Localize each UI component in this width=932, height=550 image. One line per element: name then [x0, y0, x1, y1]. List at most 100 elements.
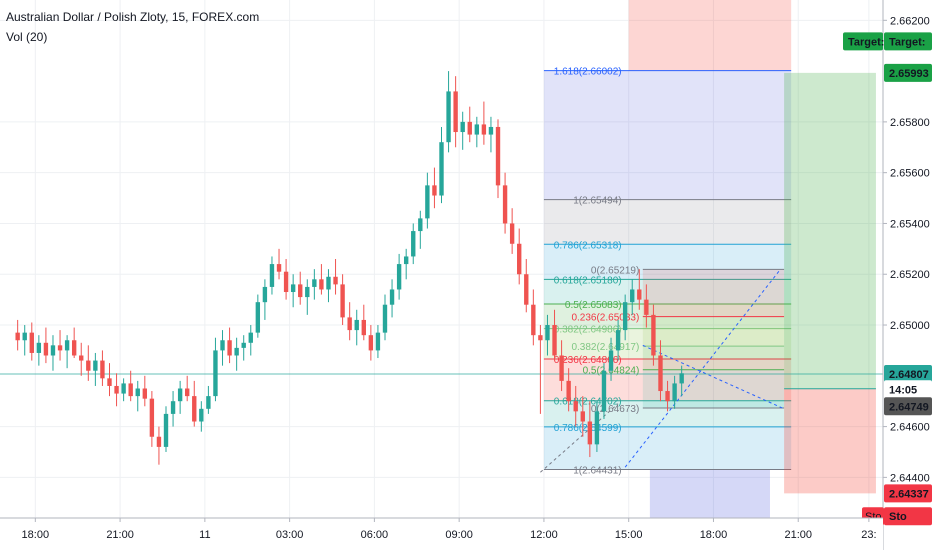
candle[interactable] [672, 375, 677, 409]
candle[interactable] [679, 365, 684, 397]
candle[interactable] [573, 385, 578, 427]
candle[interactable] [71, 327, 77, 359]
candle[interactable] [43, 327, 49, 364]
candle[interactable] [298, 271, 303, 305]
candle[interactable] [488, 116, 494, 153]
candle[interactable] [199, 401, 204, 432]
candle[interactable] [135, 380, 140, 412]
candle[interactable] [234, 337, 239, 371]
candle[interactable] [149, 391, 155, 447]
candle[interactable] [220, 330, 225, 366]
candle[interactable] [474, 116, 480, 148]
candle[interactable] [86, 345, 91, 381]
candle[interactable] [559, 340, 564, 392]
candle[interactable] [538, 325, 543, 414]
candle[interactable] [100, 350, 105, 386]
candle[interactable] [163, 406, 169, 452]
candle[interactable] [248, 325, 253, 356]
candle[interactable] [121, 378, 126, 402]
candle[interactable] [276, 248, 282, 280]
candle[interactable] [608, 337, 614, 381]
candle[interactable] [36, 335, 42, 366]
candle[interactable] [665, 380, 670, 412]
candle[interactable] [107, 363, 112, 397]
candle[interactable] [396, 253, 402, 300]
candle[interactable] [594, 401, 600, 452]
candle[interactable] [192, 380, 197, 427]
candle[interactable] [566, 368, 571, 412]
candle[interactable] [354, 309, 359, 346]
candle[interactable] [439, 126, 444, 204]
candle[interactable] [467, 106, 472, 143]
candle[interactable] [29, 322, 34, 361]
candle[interactable] [290, 274, 296, 308]
candle[interactable] [446, 71, 451, 153]
candle[interactable] [545, 314, 550, 356]
candle[interactable] [114, 373, 119, 407]
candle[interactable] [15, 319, 20, 351]
candle[interactable] [552, 309, 557, 361]
candle[interactable] [580, 396, 585, 437]
candle[interactable] [142, 375, 148, 407]
candle[interactable] [213, 337, 218, 402]
candle[interactable] [651, 304, 656, 366]
candle[interactable] [524, 259, 529, 313]
candle[interactable] [658, 340, 663, 402]
candle[interactable] [305, 279, 310, 315]
candle[interactable] [644, 284, 649, 328]
candle[interactable] [79, 342, 84, 376]
candle[interactable] [453, 76, 458, 148]
candle[interactable] [177, 380, 183, 414]
candle[interactable] [283, 259, 289, 300]
candle[interactable] [418, 210, 423, 249]
candle[interactable] [637, 269, 642, 310]
candle[interactable] [509, 208, 515, 254]
fib-zone [642, 316, 785, 347]
candle[interactable] [622, 294, 628, 341]
candle[interactable] [326, 269, 331, 303]
candle[interactable] [206, 385, 211, 414]
time-tick-label: 21:00 [784, 529, 812, 541]
candle[interactable] [375, 325, 381, 359]
candle[interactable] [411, 223, 416, 265]
candle[interactable] [319, 264, 324, 295]
candle[interactable] [347, 302, 352, 341]
candle[interactable] [50, 335, 56, 371]
candle[interactable] [432, 167, 437, 209]
candle[interactable] [93, 352, 98, 386]
candle[interactable] [241, 335, 246, 361]
candle[interactable] [156, 426, 162, 465]
candle[interactable] [615, 319, 621, 361]
candle[interactable] [368, 325, 374, 361]
candle[interactable] [170, 391, 176, 427]
candle[interactable] [601, 363, 607, 419]
candle[interactable] [269, 256, 275, 295]
candle[interactable] [185, 375, 190, 402]
candle[interactable] [340, 274, 345, 326]
candle[interactable] [425, 172, 430, 229]
candle[interactable] [57, 330, 63, 361]
candle[interactable] [382, 294, 388, 341]
candle[interactable] [255, 294, 261, 338]
candle[interactable] [312, 269, 317, 300]
candle[interactable] [495, 119, 501, 199]
candle[interactable] [262, 279, 268, 320]
price-axis[interactable] [883, 0, 932, 550]
candle[interactable] [128, 370, 133, 402]
candle[interactable] [531, 289, 536, 346]
candle[interactable] [64, 335, 70, 369]
candle[interactable] [227, 327, 232, 364]
candle[interactable] [587, 401, 593, 458]
time-axis[interactable] [0, 518, 883, 550]
candle[interactable] [517, 228, 522, 285]
candle[interactable] [502, 172, 508, 234]
candle[interactable] [403, 248, 409, 280]
candle[interactable] [22, 325, 27, 356]
candle[interactable] [361, 304, 366, 341]
candle[interactable] [333, 259, 338, 295]
candle[interactable] [389, 279, 395, 318]
candle[interactable] [460, 111, 465, 150]
candle[interactable] [630, 279, 635, 315]
candle[interactable] [481, 101, 487, 145]
